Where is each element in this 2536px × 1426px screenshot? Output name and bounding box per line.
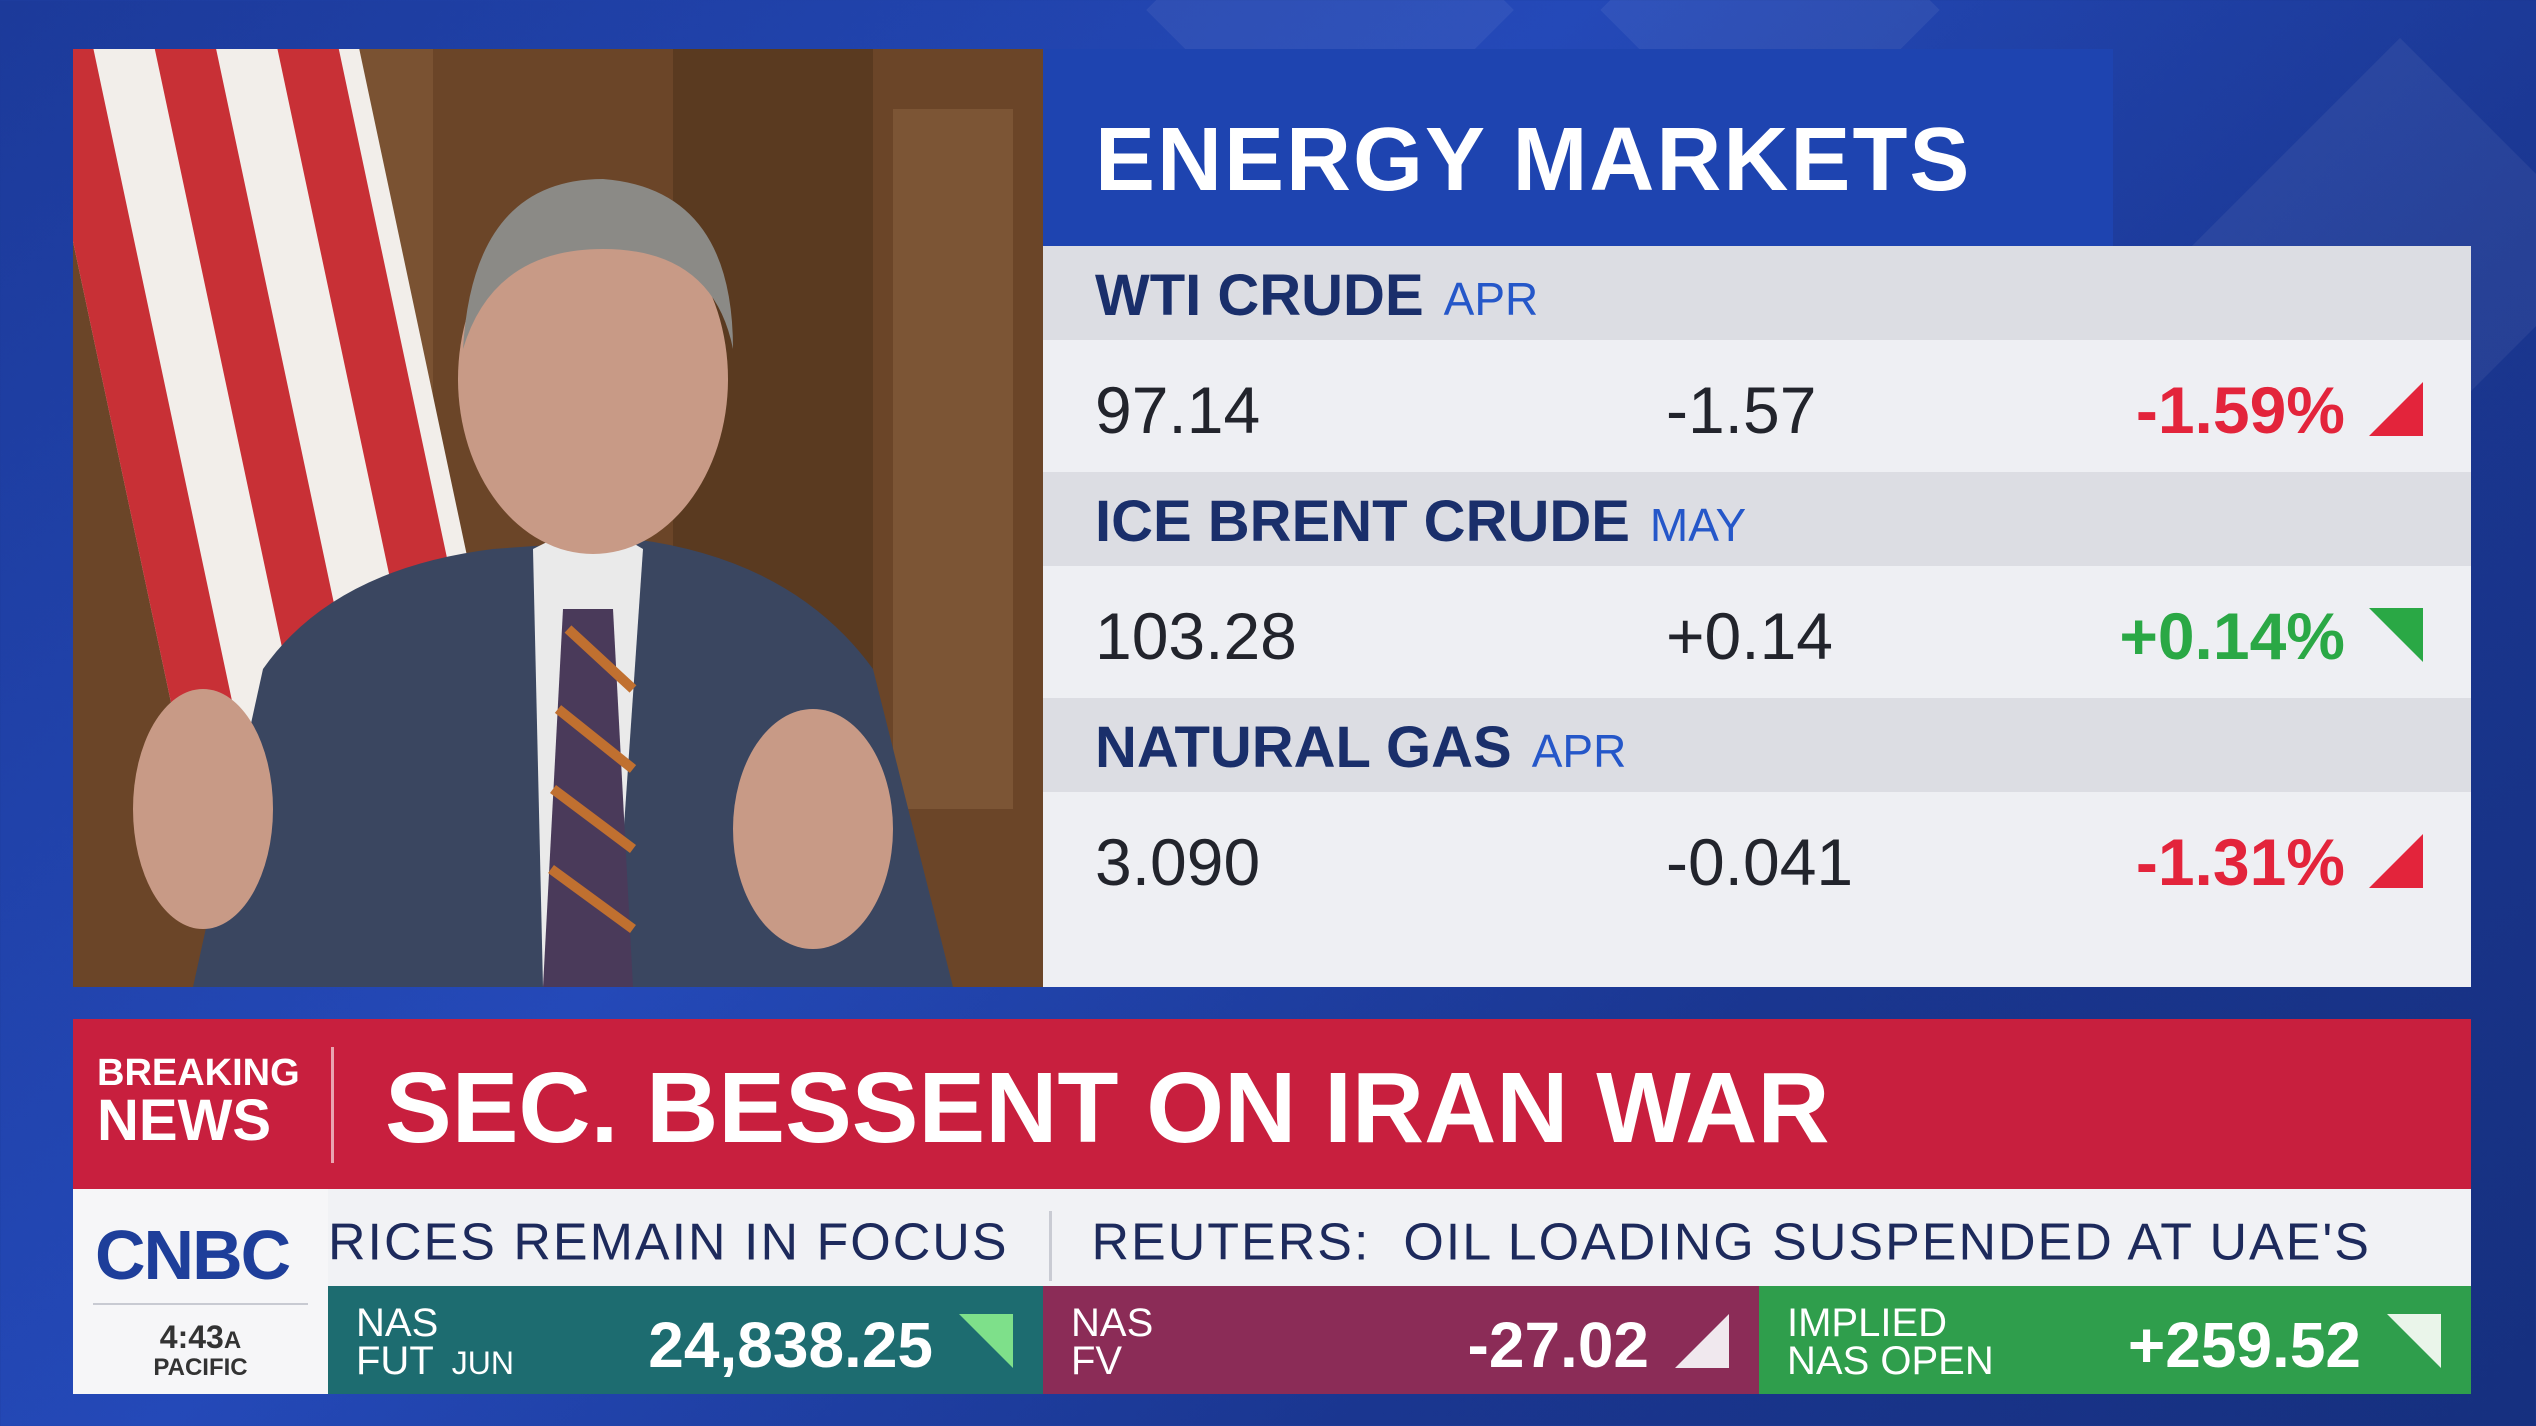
name: WTI CRUDE [1095, 263, 1424, 328]
panel-title-bar: ENERGY MARKETS [1043, 49, 2113, 246]
logo: CNBC [95, 1216, 291, 1294]
ticker-row: RICES REMAIN IN FOCUS REUTERS: OIL LOADIN… [328, 1211, 2371, 1281]
separator [1048, 1211, 1052, 1281]
quote-label: IMPLIED NAS OPEN [1787, 1301, 1994, 1383]
quote-box: NAS FV -27.02 [1043, 1286, 1759, 1394]
quote-value: -27.02 [1467, 1309, 1649, 1381]
video-feed [73, 49, 1043, 987]
row-values: 103.28 +0.14 +0.14% [1043, 566, 2471, 698]
headline: SEC. BESSENT ON IRAN WAR [385, 1052, 1830, 1164]
news-ticker: RICES REMAIN IN FOCUS REUTERS: OIL LOADIN… [328, 1189, 2471, 1286]
arrow [1675, 1314, 1729, 1368]
quote-box: IMPLIED NAS OPEN +259.52 [1759, 1286, 2471, 1394]
change: +0.14 [1666, 599, 1833, 673]
arrow [959, 1314, 1013, 1368]
meridiem: A [223, 1327, 242, 1354]
contract: APR [1531, 725, 1627, 777]
row-header: WTI CRUDE APR [1043, 246, 2471, 340]
contract: JUN [451, 1345, 514, 1381]
label-bottom: NAS OPEN [1787, 1339, 1994, 1383]
panel-title: ENERGY MARKETS [1095, 110, 1972, 210]
clock: 4:43A [73, 1319, 328, 1356]
breaking-news-banner: BREAKING NEWS SEC. BESSENT ON IRAN WAR [73, 1019, 2471, 1189]
label-bottom: FUT [356, 1339, 434, 1383]
label-bottom: FV [1071, 1339, 1123, 1383]
percent: -1.31% [2135, 825, 2345, 899]
divider [331, 1047, 334, 1163]
row-values: 97.14 -1.57 -1.59% [1043, 340, 2471, 472]
name: ICE BRENT CRUDE [1095, 489, 1630, 554]
name: NATURAL GAS [1095, 715, 1512, 780]
instrument-name: WTI CRUDE APR [1095, 262, 1538, 329]
quote-box: NAS FUT JUN 24,838.25 [328, 1286, 1043, 1394]
time-zone: PACIFIC [153, 1354, 248, 1381]
row-header: ICE BRENT CRUDE MAY [1043, 472, 2471, 566]
time: 4:43 [159, 1319, 224, 1355]
row-values: 3.090 -0.041 -1.31% [1043, 792, 2471, 987]
percent: +0.14% [2119, 599, 2345, 673]
instrument-name: NATURAL GAS APR [1095, 714, 1626, 781]
label-top: BREAKING [97, 1052, 300, 1094]
down-arrow [2369, 834, 2423, 888]
video-scene [73, 49, 1043, 987]
quote-value: 24,838.25 [648, 1309, 933, 1381]
change: -0.041 [1666, 825, 1854, 899]
row-header: NATURAL GAS APR [1043, 698, 2471, 792]
network-box: CNBC 4:43A PACIFIC [73, 1189, 328, 1394]
price: 103.28 [1095, 599, 1297, 673]
percent: -1.59% [2135, 373, 2345, 447]
contract: APR [1443, 273, 1539, 325]
price: 3.090 [1095, 825, 1261, 899]
label-top: NAS [1071, 1301, 1154, 1345]
price: 97.14 [1095, 373, 1261, 447]
ticker-source: REUTERS: [1091, 1213, 1371, 1272]
label-top: IMPLIED [1787, 1301, 1948, 1345]
ticker-item: RICES REMAIN IN FOCUS [328, 1213, 1009, 1272]
label-bottom: NEWS [97, 1088, 271, 1153]
arrow [2387, 1314, 2441, 1368]
instrument-name: ICE BRENT CRUDE MAY [1095, 488, 1746, 555]
quote-value: +259.52 [2127, 1309, 2361, 1381]
ticker-item: OIL LOADING SUSPENDED AT UAE'S [1403, 1213, 2371, 1272]
label-top: NAS [356, 1301, 439, 1345]
quote-label: NAS FV [1071, 1301, 1154, 1383]
up-arrow [2369, 608, 2423, 662]
change: -1.57 [1666, 373, 1817, 447]
down-arrow [2369, 382, 2423, 436]
contract: MAY [1649, 499, 1747, 551]
divider [93, 1303, 308, 1305]
quote-label: NAS FUT JUN [356, 1301, 514, 1383]
breaking-label: BREAKING NEWS [97, 1054, 300, 1150]
